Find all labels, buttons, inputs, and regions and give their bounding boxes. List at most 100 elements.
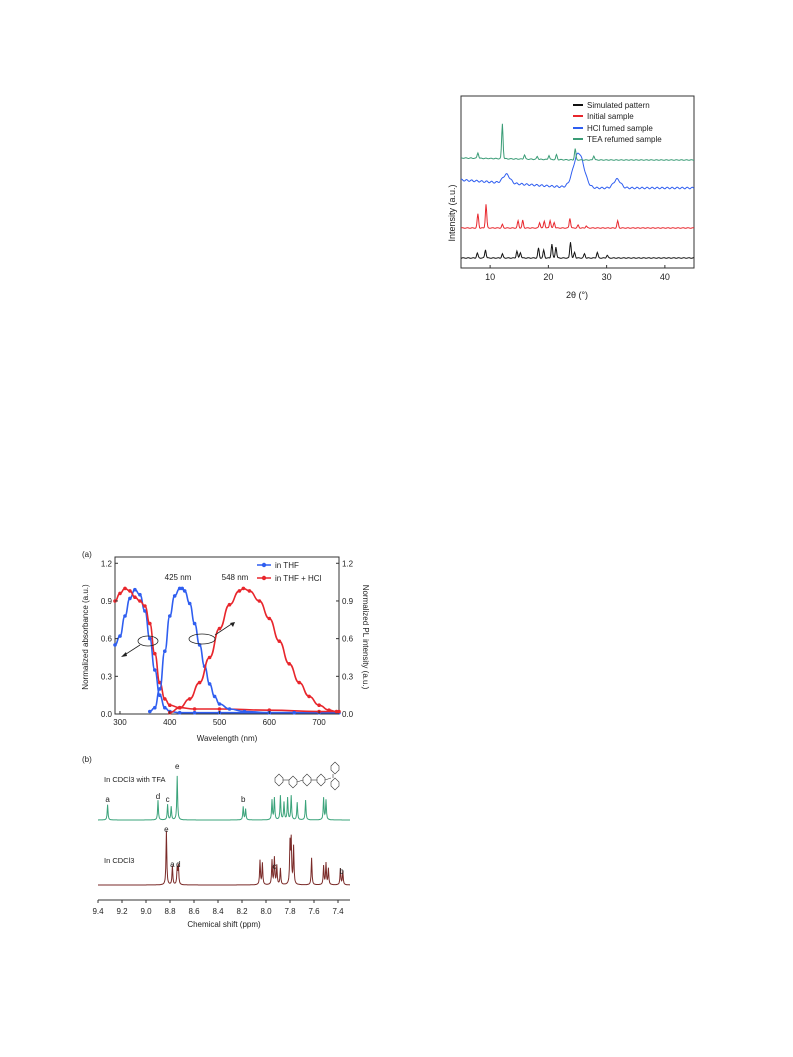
nmr-tick-label: 7.8 xyxy=(284,907,296,916)
abs-point-thf-pl xyxy=(148,709,152,714)
legend-thf: in THF xyxy=(275,561,299,570)
abs-point-thf-hcl-abs xyxy=(128,589,132,593)
legend-tea: TEA refumed sample xyxy=(587,135,662,144)
abs-point-thf-pl xyxy=(187,601,192,606)
abs-point-thf-hcl-pl xyxy=(267,616,272,621)
nmr-tick-label: 8.0 xyxy=(260,907,272,916)
xrd-legend: Simulated pattern Initial sample HCl fum… xyxy=(573,101,662,144)
abs-point-thf-hcl-pl xyxy=(197,680,202,685)
abs-point-thf-pl xyxy=(180,586,184,591)
legend-simulated: Simulated pattern xyxy=(587,101,650,110)
absorbance-chart: (a) 300 400 500 600 700 0.0 0.0 0.3 0.3 0.6 0.6 0.9… xyxy=(81,550,370,743)
abs-point-thf-pl xyxy=(207,682,212,686)
panel-label-a: (a) xyxy=(82,550,92,559)
abs-point-thf-pl xyxy=(192,621,197,626)
abs-point-thf-abs xyxy=(153,668,157,672)
nmr-peak-label-top: b xyxy=(241,795,246,804)
nmr-tick-label: 9.2 xyxy=(116,907,128,916)
abs-x-tick-label: 400 xyxy=(163,718,177,727)
xrd-chart: 10 20 30 40 2θ (°) Intensity (a.u.) Simulat… xyxy=(447,95,695,300)
abs-point-thf-hcl-abs xyxy=(133,595,137,599)
nmr-peak-label-bottom: e xyxy=(164,825,169,834)
abs-traces xyxy=(113,586,341,715)
abs-point-thf-pl xyxy=(163,649,167,653)
legend-initial: Initial sample xyxy=(587,112,634,121)
legend-thf-hcl: in THF + HCl xyxy=(275,574,322,583)
nmr-figure: (b) 9.4 9.2 9.0 8.8 8.6 8.4 8.2 8.0 7.8 7.6 7.4 Ch… xyxy=(80,752,355,937)
nmr-top-label: In CDCl3 with TFA xyxy=(104,775,166,784)
abs-point-thf-abs xyxy=(177,710,182,715)
xrd-tick-label: 20 xyxy=(543,272,553,282)
abs-point-thf-abs xyxy=(138,592,142,597)
abs-y-tick-label-right: 0.3 xyxy=(342,672,354,681)
abs-point-thf-hcl-pl xyxy=(307,694,311,699)
abs-point-thf-abs xyxy=(118,634,122,638)
abs-point-thf-pl xyxy=(168,614,172,618)
panel-label-b: (b) xyxy=(82,755,92,764)
abs-point-thf-abs xyxy=(113,643,117,647)
abs-y-tick-label-right: 0.6 xyxy=(342,635,354,644)
abs-point-thf-hcl-abs xyxy=(148,621,152,626)
abs-point-thf-abs xyxy=(148,636,152,641)
abs-point-thf-hcl-pl xyxy=(287,662,291,666)
abs-point-thf-pl xyxy=(177,586,182,591)
abs-x-tick-label: 600 xyxy=(263,718,277,727)
abs-point-thf-hcl-pl xyxy=(237,589,242,593)
xrd-traces xyxy=(460,123,695,259)
abs-series-thf-pl xyxy=(149,587,295,714)
abs-y-tick-label-right: 0.0 xyxy=(342,710,354,719)
abs-point-thf-hcl-abs xyxy=(123,586,127,591)
abs-point-thf-hcl-abs xyxy=(138,599,142,603)
nmr-ticks: 9.4 9.2 9.0 8.8 8.6 8.4 8.2 8.0 7.8 7.6 7.4 xyxy=(92,900,344,916)
nmr-tick-label: 8.8 xyxy=(164,907,176,916)
abs-point-thf-abs xyxy=(143,609,147,613)
annotation-548: 548 nm xyxy=(222,573,249,582)
nmr-tick-label: 7.6 xyxy=(308,907,320,916)
legend-marker-thf xyxy=(261,562,267,568)
abs-point-thf-pl xyxy=(242,709,247,714)
abs-legend: in THF in THF + HCl xyxy=(257,561,322,583)
abs-point-thf-pl xyxy=(217,702,222,706)
nmr-x-label: Chemical shift (ppm) xyxy=(187,920,261,929)
abs-point-thf-abs xyxy=(192,710,197,715)
abs-point-thf-pl xyxy=(172,594,177,598)
abs-y-tick-label-left: 0.0 xyxy=(101,710,113,719)
abs-point-thf-hcl-abs xyxy=(192,707,197,711)
abs-point-thf-abs xyxy=(158,693,162,697)
abs-point-thf-hcl-pl xyxy=(177,705,182,710)
legend-hcl: HCl fumed sample xyxy=(587,124,653,133)
xrd-plot-frame xyxy=(460,95,695,269)
nmr-chart: (b) 9.4 9.2 9.0 8.8 8.6 8.4 8.2 8.0 7.8 7.6 7.4 Ch… xyxy=(82,755,350,929)
xrd-series-initial xyxy=(460,204,695,229)
abs-x-tick-label: 500 xyxy=(213,718,227,727)
abs-point-thf-hcl-abs xyxy=(153,651,157,656)
legend-marker-thf-hcl xyxy=(261,575,267,581)
abs-y-tick-label-right: 1.2 xyxy=(342,559,354,568)
nmr-peak-label-bottom: a xyxy=(170,860,175,869)
abs-point-thf-hcl-pl xyxy=(187,697,192,701)
molecule-structure xyxy=(274,761,340,791)
abs-arrow-annotations xyxy=(121,622,235,657)
nmr-traces xyxy=(98,775,350,886)
nmr-peak-label-bottom: b xyxy=(339,867,344,876)
xrd-x-ticks: 10 20 30 40 xyxy=(485,265,670,282)
nmr-tick-label: 8.6 xyxy=(188,907,200,916)
abs-point-thf-abs xyxy=(133,587,137,592)
abs-x-label: Wavelength (nm) xyxy=(197,734,258,743)
xrd-y-label: Intensity (a.u.) xyxy=(447,184,457,241)
abs-y-label-left: Normalized absorbance (a.u.) xyxy=(81,584,90,690)
ellipse-right xyxy=(188,633,216,645)
xrd-series-tea xyxy=(460,123,694,161)
nmr-peak-label-top: c xyxy=(166,795,170,804)
abs-point-thf-pl xyxy=(227,707,232,711)
abs-point-thf-hcl-pl xyxy=(277,639,282,643)
abs-point-thf-hcl-pl xyxy=(227,602,232,607)
abs-y-label-right: Normalized PL intensity (a.u.) xyxy=(361,585,370,690)
abs-point-thf-pl xyxy=(292,710,296,715)
nmr-tick-label: 9.4 xyxy=(92,907,104,916)
annotation-425: 425 nm xyxy=(165,573,192,582)
abs-y-tick-label-left: 0.6 xyxy=(101,635,113,644)
abs-point-thf-hcl-pl xyxy=(297,680,301,685)
nmr-peak-label-top: a xyxy=(105,795,110,804)
nmr-tick-label: 8.4 xyxy=(212,907,224,916)
